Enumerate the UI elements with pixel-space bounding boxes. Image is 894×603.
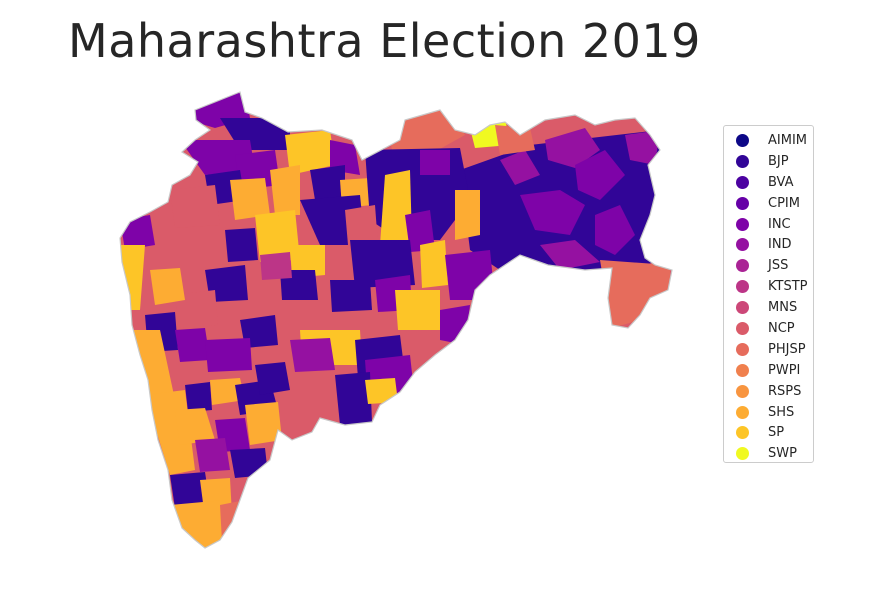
legend-label: SP <box>768 425 785 441</box>
legend-label: AIMIM <box>768 132 807 148</box>
legend-color-dot <box>736 321 749 335</box>
legend-item: KTSTP <box>724 276 813 297</box>
legend-label: NCP <box>768 320 795 336</box>
legend-item: CPIM <box>724 193 813 214</box>
legend-item: INC <box>724 214 813 235</box>
legend-color-dot <box>736 363 749 377</box>
legend-label: PHJSP <box>768 341 806 357</box>
legend-color-dot <box>736 342 749 356</box>
legend-label: SHS <box>768 404 795 420</box>
legend-label: KTSTP <box>768 279 808 295</box>
legend-item: MNS <box>724 297 813 318</box>
map-title: Maharashtra Election 2019 <box>68 14 701 68</box>
legend-color-dot <box>736 217 749 231</box>
legend-color-dot <box>736 133 749 147</box>
constituency-regions <box>120 92 672 548</box>
legend-color-dot <box>736 259 749 273</box>
legend-item: SP <box>724 422 813 443</box>
legend-label: MNS <box>768 300 798 316</box>
legend-label: CPIM <box>768 195 800 211</box>
legend-item: BJP <box>724 151 813 172</box>
legend-item: AIMIM <box>724 130 813 151</box>
legend-label: SWP <box>768 446 797 462</box>
legend-color-dot <box>736 301 749 315</box>
legend-color-dot <box>736 426 749 440</box>
legend-label: JSS <box>768 258 789 274</box>
legend-color-dot <box>736 154 749 168</box>
legend-item: RSPS <box>724 381 813 402</box>
legend-item: PWPI <box>724 360 813 381</box>
legend-item: BVA <box>724 172 813 193</box>
legend-item: JSS <box>724 255 813 276</box>
legend-item: SHS <box>724 402 813 423</box>
legend-item: NCP <box>724 318 813 339</box>
legend-label: PWPI <box>768 362 801 378</box>
legend-label: INC <box>768 216 791 232</box>
legend-item: IND <box>724 234 813 255</box>
legend-color-dot <box>736 384 749 398</box>
legend-label: RSPS <box>768 383 802 399</box>
legend-color-dot <box>736 196 749 210</box>
legend-color-dot <box>736 238 749 252</box>
legend-color-dot <box>736 447 749 461</box>
legend-item: PHJSP <box>724 339 813 360</box>
legend-item: SWP <box>724 443 813 464</box>
legend-label: IND <box>768 237 792 253</box>
legend-label: BVA <box>768 174 794 190</box>
map-legend: AIMIM BJP BVA CPIM INC IND JSS KTSTP MNS NCP PHJSP… <box>723 125 814 463</box>
legend-color-dot <box>736 175 749 189</box>
legend-color-dot <box>736 280 749 294</box>
legend-label: BJP <box>768 153 789 169</box>
legend-color-dot <box>736 405 749 419</box>
